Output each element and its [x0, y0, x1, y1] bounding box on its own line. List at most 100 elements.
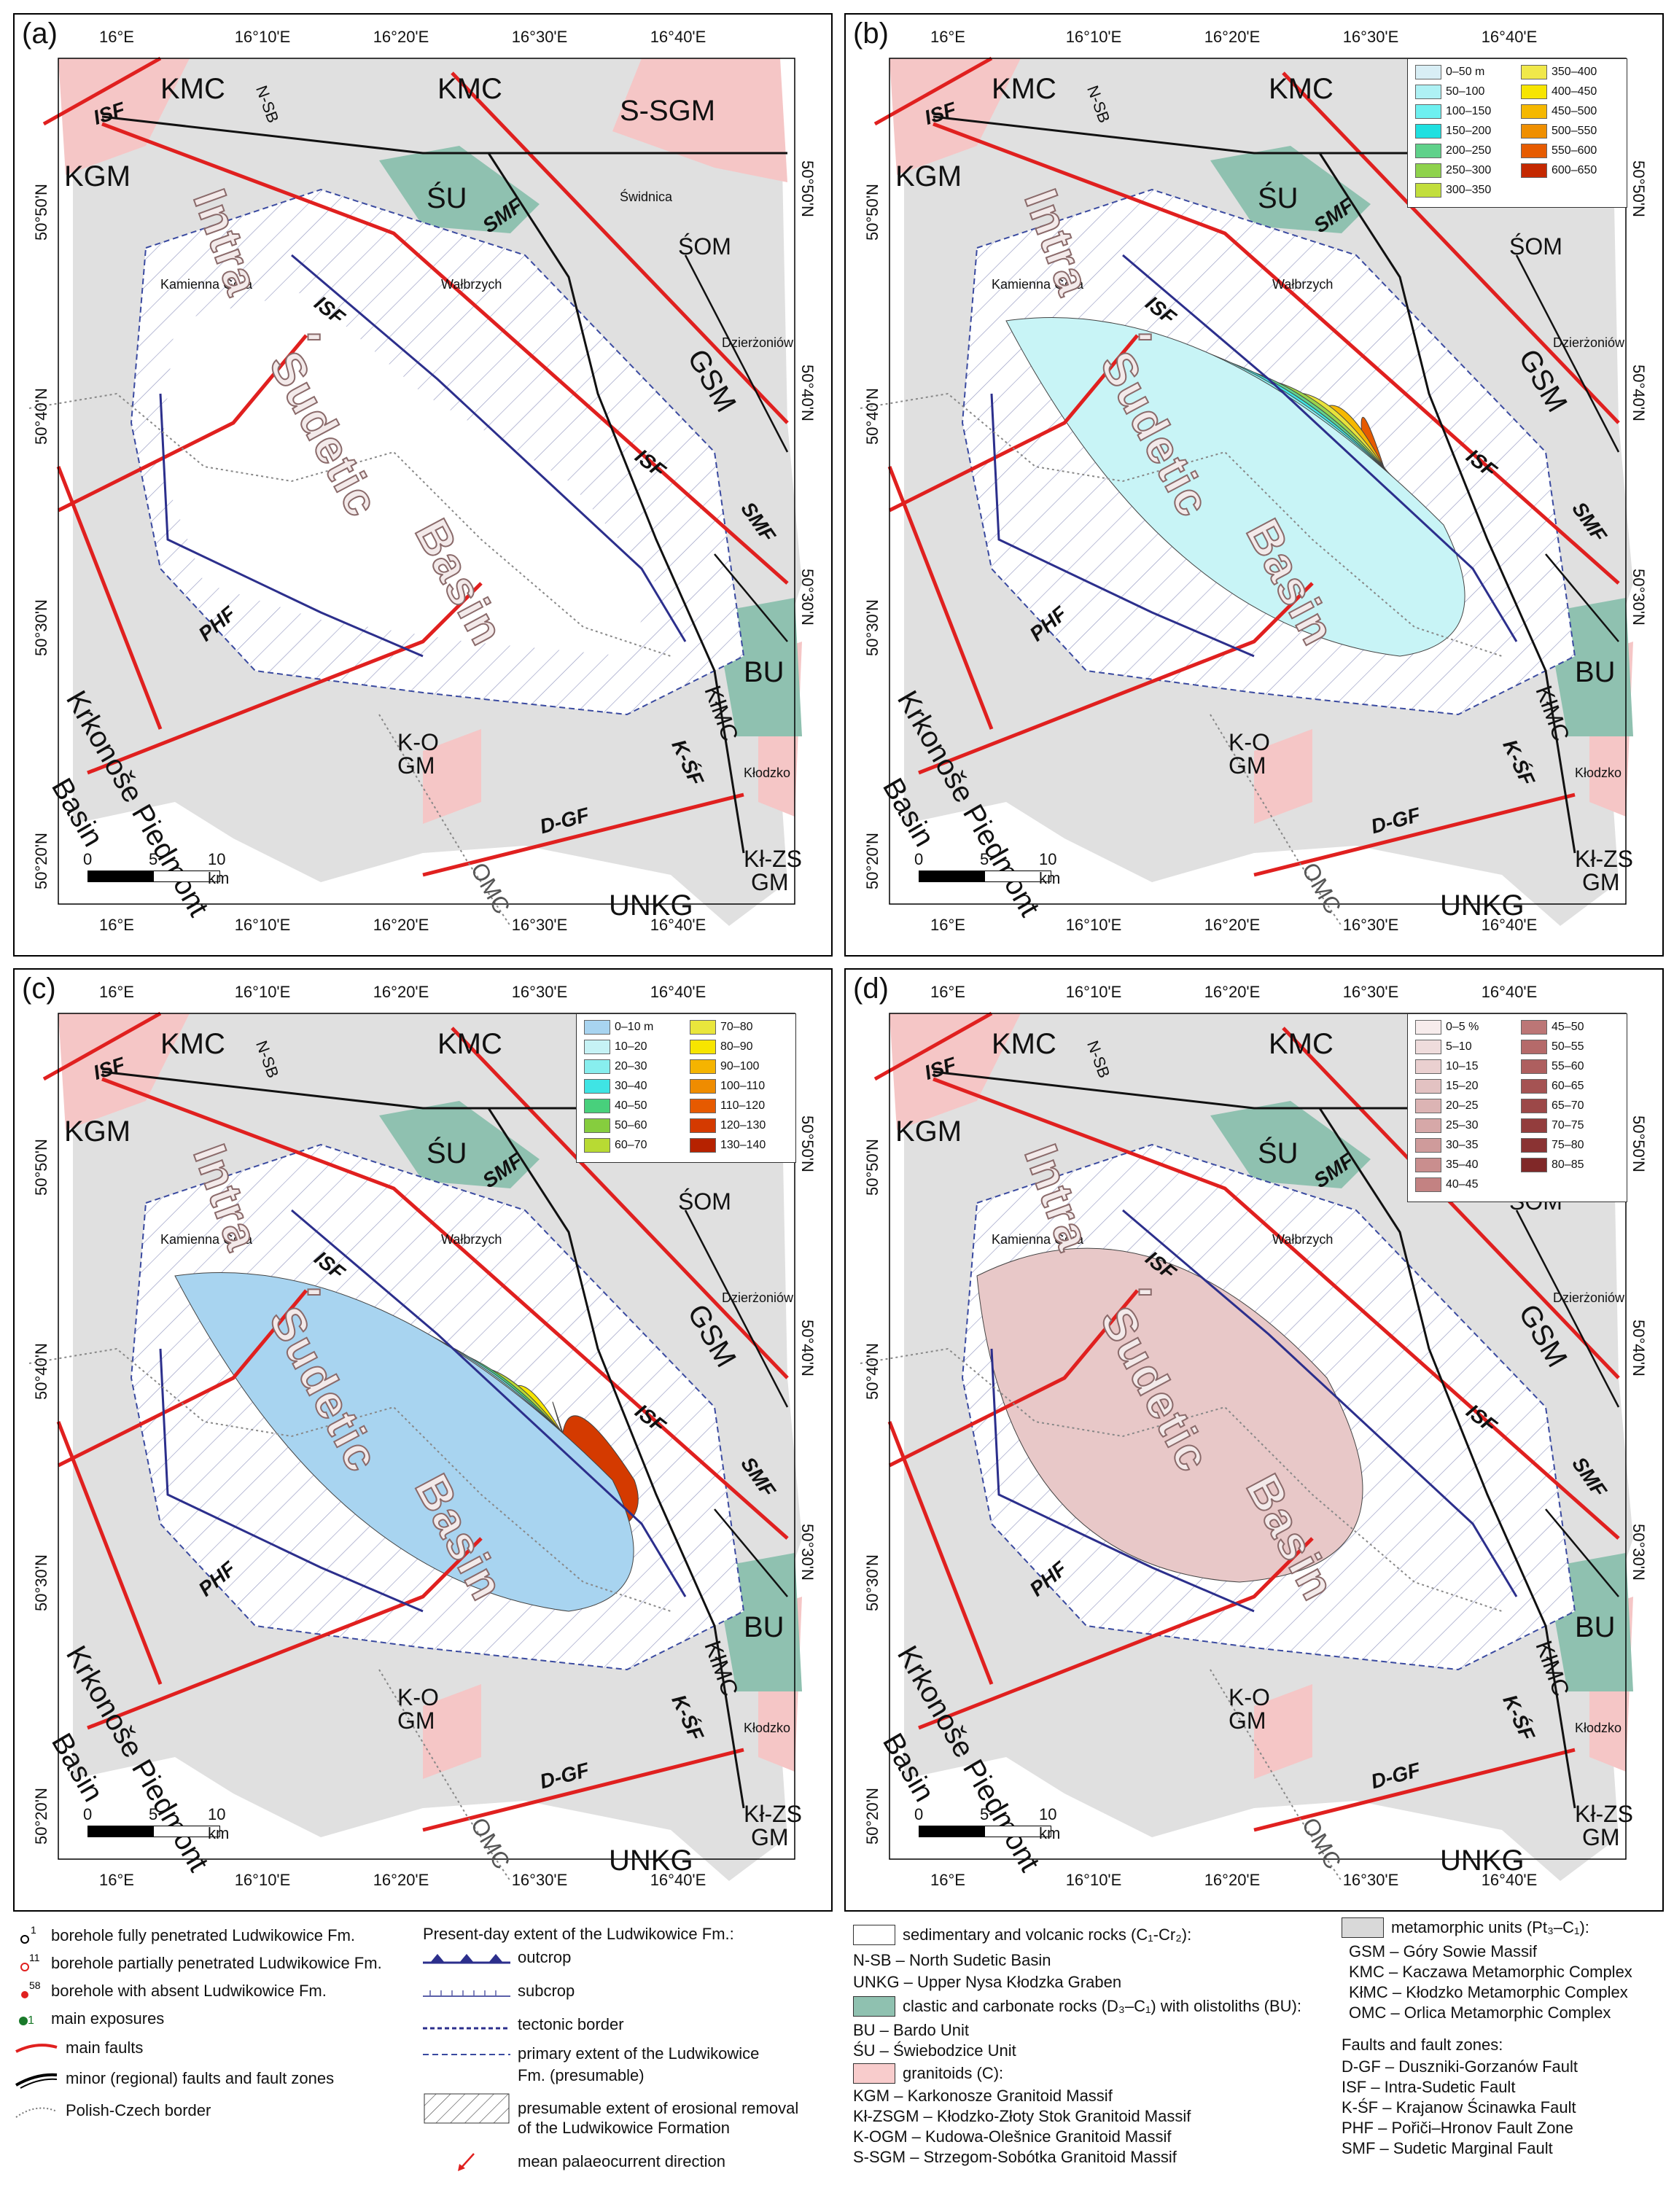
scale-tick-5: 5	[149, 1805, 158, 1823]
scale-bar: 0 5 10 km	[83, 1805, 229, 1842]
legend-extent-heading: Present-day extent of the Ludwikowice Fm…	[423, 1925, 734, 1943]
axis-tick-top: 16°30'E	[1342, 983, 1399, 1001]
panel-letter: (c)	[22, 973, 56, 1005]
unit-su: ŚU	[427, 1137, 467, 1169]
axis-tick-bottom: 16°10'E	[1065, 916, 1122, 934]
legend-class-label: 50–55	[1552, 1040, 1584, 1053]
axis-tick-left: 50°50'N	[32, 1139, 50, 1196]
unit-kogm-2: GM	[397, 1707, 435, 1734]
legend-swatch	[1415, 1040, 1441, 1054]
legend-class-label: 15–20	[1446, 1080, 1479, 1092]
color-scale-legend: 0–10 m 10–20 20–30 30–40 40–50 50–60 60–70 70–8…	[576, 1013, 796, 1163]
legend-class-label: 30–35	[1446, 1139, 1479, 1151]
legend-swatch	[1521, 1118, 1547, 1133]
axis-tick-bottom: 16°40'E	[1481, 916, 1538, 934]
axis-tick-top: 16°40'E	[650, 983, 706, 1001]
legend-class-label: 100–150	[1446, 105, 1492, 117]
axis-tick-right: 50°50'N	[798, 160, 817, 217]
contour-band	[174, 1272, 634, 1612]
legend-class: 70–80	[690, 1020, 753, 1035]
axis-tick-right: 50°40'N	[798, 365, 817, 421]
legend-class-label: 70–75	[1552, 1119, 1584, 1132]
legend-class-label: 300–350	[1446, 184, 1492, 196]
legend-class: 5–10	[1415, 1040, 1472, 1054]
unit-klzs-2: GM	[1582, 869, 1620, 895]
legend-class-label: 20–30	[615, 1060, 647, 1072]
metamorphic-swatch	[1342, 1917, 1384, 1938]
legend-main-faults: main faults	[15, 2037, 143, 2059]
scale-tick-10: 10 km	[208, 850, 230, 887]
legend-swatch	[1415, 1118, 1441, 1133]
legend-class: 75–80	[1521, 1138, 1584, 1153]
legend-class: 10–20	[584, 1040, 647, 1054]
legend-kogm: K-OGM – Kudowa-Olešnice Granitoid Massif	[853, 2127, 1172, 2146]
legend-class-label: 10–15	[1446, 1060, 1479, 1072]
axis-tick-top: 16°20'E	[1204, 983, 1261, 1001]
legend-swatch	[690, 1059, 716, 1074]
legend-text: primary extent of the Ludwikowice	[518, 2044, 760, 2063]
axis-tick-left: 50°20'N	[32, 833, 50, 889]
legend-swatch	[584, 1099, 610, 1113]
color-scale-legend: 0–5 % 5–10 10–15 15–20 20–25 25–30 30–35 35–40 4…	[1407, 1013, 1627, 1202]
scale-bar: 0 5 10 km	[914, 850, 1060, 887]
legend-class-label: 110–120	[720, 1099, 766, 1112]
legend-text: subcrop	[518, 1982, 575, 2000]
unit-kgm: KGM	[64, 160, 131, 192]
axis-tick-top: 16°10'E	[234, 28, 291, 46]
axis-tick-right: 50°40'N	[1630, 1320, 1648, 1376]
borehole-full-icon: 1	[20, 1925, 36, 1944]
legend-class: 110–120	[690, 1099, 765, 1113]
axis-tick-top: 16°E	[930, 983, 965, 1001]
legend-unkg: UNKG – Upper Nysa Kłodzka Graben	[853, 1973, 1122, 1991]
legend-swatch	[1521, 1158, 1547, 1172]
legend-class: 250–300	[1415, 163, 1491, 178]
axis-tick-top: 16°20'E	[373, 983, 429, 1001]
unit-su: ŚU	[1258, 182, 1299, 214]
legend-erosional-2: of the Ludwikowice Formation	[518, 2119, 731, 2137]
town-walbrzych: Wałbrzych	[1272, 1232, 1334, 1247]
legend-class-label: 50–100	[1446, 85, 1485, 98]
legend-class-label: 100–110	[720, 1080, 766, 1092]
legend-borehole-full: 1 borehole fully penetrated Ludwikowice …	[15, 1925, 355, 1947]
legend-swatch	[1415, 1138, 1441, 1153]
axis-tick-top: 16°30'E	[1342, 28, 1399, 46]
unit-kmc-2: KMC	[1269, 1028, 1334, 1060]
town-walbrzych: Wałbrzych	[441, 1232, 502, 1247]
legend-class: 65–70	[1521, 1099, 1584, 1113]
legend-text: outcrop	[518, 1948, 572, 1966]
scale-tick-10: 10 km	[1039, 850, 1061, 887]
axis-tick-bottom: 16°E	[930, 916, 965, 934]
subcrop-icon	[423, 1990, 510, 1997]
legend-class: 400–450	[1521, 85, 1597, 99]
axis-tick-top: 16°40'E	[1481, 983, 1538, 1001]
scale-tick-5: 5	[980, 850, 989, 868]
axis-tick-right: 50°50'N	[1630, 160, 1648, 217]
scale-tick-10: 10 km	[208, 1805, 230, 1842]
unit-klzs-2: GM	[1582, 1824, 1620, 1850]
unit-kmc: KMC	[992, 73, 1056, 105]
legend-swatch	[1415, 1020, 1441, 1035]
legend-class-label: 600–650	[1552, 164, 1597, 176]
legend-swatch	[1521, 144, 1547, 158]
axis-tick-left: 50°40'N	[863, 388, 881, 445]
axis-tick-bottom: 16°30'E	[511, 916, 568, 934]
legend-class: 20–30	[584, 1059, 647, 1074]
unit-klzs-2: GM	[751, 869, 789, 895]
axis-tick-bottom: 16°40'E	[1481, 1871, 1538, 1889]
legend-class: 80–90	[690, 1040, 753, 1054]
legend-class: 0–5 %	[1415, 1020, 1479, 1035]
unit-kmc: KMC	[160, 1028, 225, 1060]
legend-swatch	[1521, 1059, 1547, 1074]
legend-omc: OMC – Orlica Metamorphic Complex	[1349, 2003, 1611, 2022]
legend-class-label: 0–50 m	[1446, 66, 1485, 78]
axis-tick-left: 50°40'N	[32, 1343, 50, 1400]
town-dzierzoniow: Dzierżoniów	[722, 335, 794, 350]
legend-swatch	[1521, 163, 1547, 178]
axis-tick-bottom: 16°40'E	[650, 916, 706, 934]
axis-tick-bottom: 16°E	[99, 916, 134, 934]
legend-class: 70–75	[1521, 1118, 1584, 1133]
unit-kgm: KGM	[64, 1115, 131, 1148]
legend-metamorphic: metamorphic units (Pt₃–C₁):	[1342, 1917, 1589, 1938]
legend-swatch	[1521, 1040, 1547, 1054]
axis-tick-right: 50°50'N	[798, 1115, 817, 1172]
